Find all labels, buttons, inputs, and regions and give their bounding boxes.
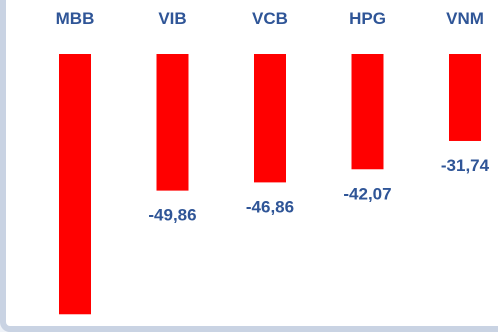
category-label-vib: VIB [158,9,186,28]
category-label-hpg: HPG [349,9,386,28]
category-label-vnm: VNM [446,9,484,28]
value-label-hpg: -42,07 [343,184,391,203]
bar-vcb [254,54,286,183]
bar-hpg [351,54,384,170]
bar-vib [156,54,189,191]
category-label-vcb: VCB [252,9,288,28]
value-label-vib: -49,86 [148,206,196,225]
bar-mbb [59,54,91,315]
value-label-mbb: -94,99 [51,329,99,332]
bar-vnm [449,54,481,141]
value-label-vnm: -31,74 [441,156,490,175]
value-label-vcb: -46,86 [246,197,294,216]
category-label-mbb: MBB [56,9,95,28]
